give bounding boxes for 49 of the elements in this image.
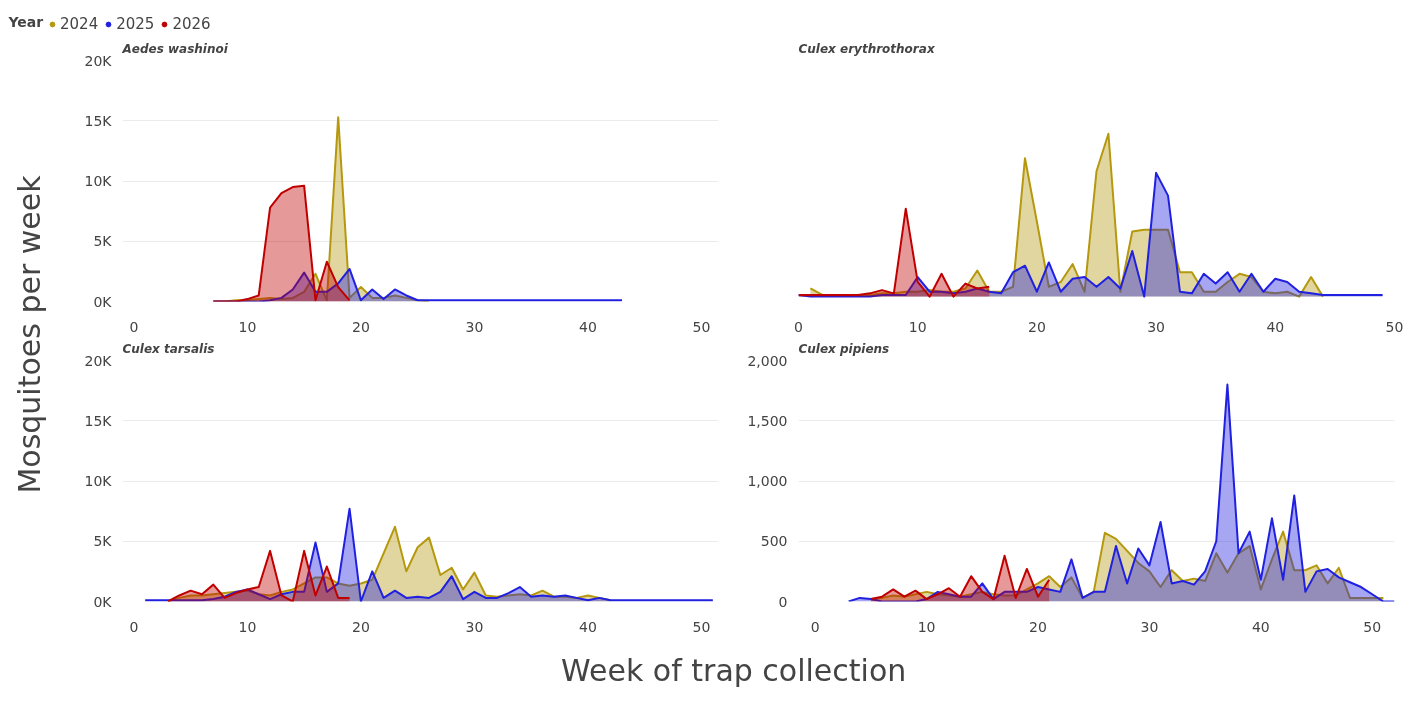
y-tick-label: 20K xyxy=(84,52,113,69)
y-tick-label: 5K xyxy=(93,233,113,250)
y-tick-label: 2,000 xyxy=(747,352,788,369)
y-axis-title: Mosquitoes per week xyxy=(11,174,47,494)
x-tick-label: 30 xyxy=(465,618,484,635)
y-tick-label: 5K xyxy=(93,533,113,550)
legend-title: Year xyxy=(7,13,44,30)
x-tick-label: 10 xyxy=(908,318,927,335)
x-tick-label: 10 xyxy=(238,318,257,335)
x-tick-label: 40 xyxy=(579,618,597,635)
y-tick-label: 1,000 xyxy=(747,473,788,489)
y-tick-label: 0 xyxy=(778,593,788,610)
x-tick-label: 0 xyxy=(794,318,803,335)
x-tick-label: 0 xyxy=(129,618,139,635)
x-tick-label: 20 xyxy=(1029,618,1047,635)
y-tick-label: 500 xyxy=(760,533,788,550)
y-tick-label: 0K xyxy=(93,593,113,610)
x-tick-label: 50 xyxy=(1385,318,1404,335)
x-tick-label: 0 xyxy=(129,318,139,335)
y-tick-label: 15K xyxy=(84,412,113,429)
x-tick-label: 50 xyxy=(692,318,711,335)
x-tick-label: 10 xyxy=(238,618,257,635)
y-tick-label: 15K xyxy=(84,112,113,129)
legend-label: 2024 xyxy=(60,15,99,33)
x-tick-label: 20 xyxy=(351,618,370,635)
x-tick-label: 50 xyxy=(1363,618,1382,635)
chart-title: Culex erythrothorax xyxy=(798,41,936,56)
x-tick-label: 20 xyxy=(1027,318,1046,335)
x-tick-label: 40 xyxy=(1251,618,1270,635)
legend-label: 2025 xyxy=(116,15,155,33)
x-axis-title: Week of trap collection xyxy=(561,653,907,688)
chart-title: Culex pipiens xyxy=(798,341,890,356)
y-tick-label: 10K xyxy=(84,473,113,489)
x-tick-label: 30 xyxy=(1140,618,1159,635)
y-tick-label: 10K xyxy=(84,173,113,189)
x-tick-label: 50 xyxy=(692,618,711,635)
y-tick-label: 1,500 xyxy=(747,412,788,429)
x-tick-label: 10 xyxy=(917,618,936,635)
legend-label: 2026 xyxy=(172,15,211,33)
y-tick-label: 0K xyxy=(93,293,113,310)
x-tick-label: 0 xyxy=(810,618,820,635)
y-tick-label: 20K xyxy=(84,352,113,369)
chart-title: Culex tarsalis xyxy=(122,341,215,356)
chart-title: Aedes washinoi xyxy=(121,41,229,56)
x-tick-label: 30 xyxy=(465,318,484,335)
x-tick-label: 20 xyxy=(351,318,370,335)
x-tick-label: 30 xyxy=(1147,318,1166,335)
x-tick-label: 40 xyxy=(579,318,597,335)
x-tick-label: 40 xyxy=(1266,318,1285,335)
